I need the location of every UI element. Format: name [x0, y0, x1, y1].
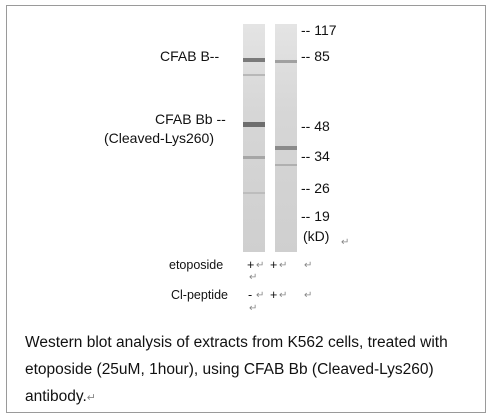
label-cfab-bb: CFAB Bb --: [155, 111, 226, 127]
band-faint: [275, 146, 297, 150]
return-mark: ↵: [279, 260, 288, 271]
marker-19: -- 19: [301, 208, 330, 224]
etoposide-label: etoposide: [169, 258, 224, 272]
figure-frame: CFAB B-- CFAB Bb -- (Cleaved-Lys260) -- …: [6, 5, 486, 413]
etoposide-lane1: +: [247, 258, 255, 272]
caption-text: Western blot analysis of extracts from K…: [25, 334, 448, 405]
return-mark: ↵: [304, 260, 313, 271]
blot-lane-2: [275, 24, 297, 252]
band-faint: [243, 74, 265, 76]
peptide-lane1: -: [248, 288, 253, 302]
return-mark: ↵: [256, 260, 265, 271]
return-mark: ↵: [256, 290, 265, 301]
return-mark: ↵: [86, 392, 96, 404]
return-mark: ↵: [341, 237, 350, 248]
blot-lane-1: [243, 24, 265, 252]
return-mark: ↵: [304, 290, 313, 301]
band-faint: [243, 156, 265, 159]
marker-34: -- 34: [301, 148, 330, 164]
marker-117: -- 117: [301, 22, 337, 38]
band-faint: [275, 60, 297, 63]
marker-48: -- 48: [301, 118, 330, 134]
etoposide-lane2: +: [270, 258, 278, 272]
label-cleaved: (Cleaved-Lys260): [104, 130, 214, 146]
peptide-label: Cl-peptide: [171, 288, 228, 302]
figure-caption: Western blot analysis of extracts from K…: [25, 329, 485, 412]
band-faint: [275, 164, 297, 166]
marker-26: -- 26: [301, 180, 330, 196]
peptide-lane2: +: [270, 288, 278, 302]
band-cfab-b: [243, 58, 265, 62]
band-faint: [243, 192, 265, 194]
return-mark: ↵: [249, 303, 258, 314]
return-mark: ↵: [249, 272, 258, 283]
marker-kd: (kD): [303, 228, 330, 244]
return-mark: ↵: [279, 290, 288, 301]
label-cfab-b: CFAB B--: [160, 48, 220, 64]
marker-85: -- 85: [301, 48, 330, 64]
band-cfab-bb: [243, 122, 265, 127]
